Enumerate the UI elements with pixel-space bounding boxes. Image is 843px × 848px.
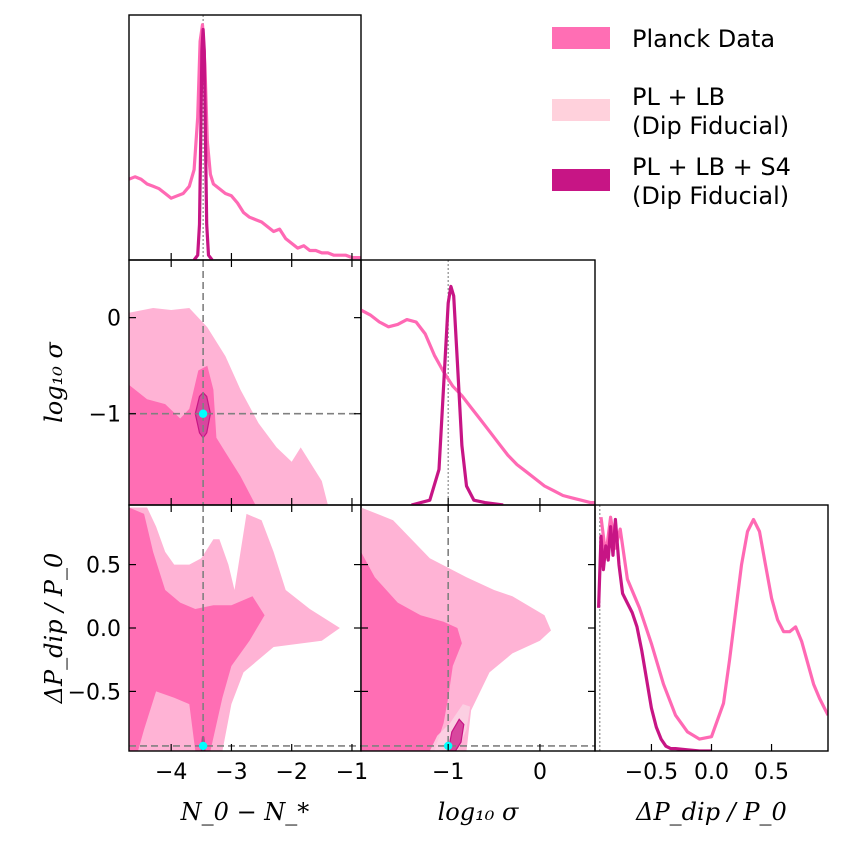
marginal-curves [129,15,361,260]
contour-panel-N0_minus_Nstar-vs-log10_sigma: −1 0 [89,259,362,506]
y-tick-label: −0.5 [68,680,121,705]
legend-swatch [552,27,610,49]
x-tick-label: 0.0 [694,760,729,785]
x-tick-label: −1 [432,760,464,785]
legend-swatch [552,99,610,121]
marginal-curve [361,308,595,505]
contour-region [361,551,462,751]
y-axis-label: ΔP_dip / P_0 [40,553,68,705]
marginal-curves [361,260,595,505]
panel-frame [128,14,362,261]
marginal-curve [597,517,712,751]
x-tick-label: −0.5 [625,760,678,785]
legend-entry: PL + LB + S4(Dip Fiducial) [552,153,791,210]
marginal-curve [192,27,214,260]
contour-regions [129,260,361,505]
x-tick-label: −2 [275,760,307,785]
x-tick-label: −3 [215,760,247,785]
legend-swatch [552,169,610,191]
contour-panel-log10_sigma-vs-dP_dip_over_P0: −1 0 [360,504,596,785]
y-tick-label: 0.5 [86,554,121,579]
contour-panel-N0_minus_Nstar-vs-dP_dip_over_P0: −4 −3 −2 −1 −0.5 0.0 0.5 [68,504,368,785]
panels: −10−4 −3 −2 −1−0.50.00.5−1 0 −0.5 0.0 0.5N_0 − … [40,14,829,826]
legend-label: (Dip Fiducial) [632,112,789,140]
fiducial-marker [198,409,208,418]
legend-label: Planck Data [632,25,775,53]
contour-region [447,718,465,751]
panel-frame [360,259,596,506]
x-tick-label: 0.5 [754,760,789,785]
marginal-panel-log10_sigma [360,259,596,506]
legend-label: (Dip Fiducial) [632,182,789,210]
axis-labels: N_0 − N_* log₁₀ σ ΔP_dip / P_0 log₁₀ σ ΔP_di… [40,342,787,826]
x-tick-label: 0 [533,760,547,785]
contour-regions [361,505,595,751]
x-axis-label: ΔP_dip / P_0 [635,798,787,826]
y-tick-label: −1 [89,403,121,428]
x-tick-label: −4 [155,760,187,785]
contour-regions [129,505,361,751]
y-axis-label: log₁₀ σ [40,342,68,423]
y-tick-label: 0.0 [86,617,121,642]
contour-region [129,365,256,505]
legend-label: PL + LB + S4 [632,153,791,181]
x-tick-label: −1 [336,760,368,785]
marginal-panel-dP_dip_over_P0: −0.5 0.0 0.5 [594,504,829,785]
marginal-curve [129,23,361,260]
marginal-curve [411,284,504,505]
x-axis-label: log₁₀ σ [438,798,519,826]
fiducial-marker [198,741,208,751]
legend-entry: PL + LB(Dip Fiducial) [552,83,789,140]
contour-region [129,507,265,751]
y-tick-label: 0 [107,307,121,332]
marginal-panel-N0_minus_Nstar [128,14,362,261]
x-axis-label: N_0 − N_* [180,798,310,826]
marginal-curve [599,515,828,741]
legend-label: PL + LB [632,83,725,111]
marginal-curves [597,505,828,751]
legend-entry: Planck Data [552,25,775,53]
